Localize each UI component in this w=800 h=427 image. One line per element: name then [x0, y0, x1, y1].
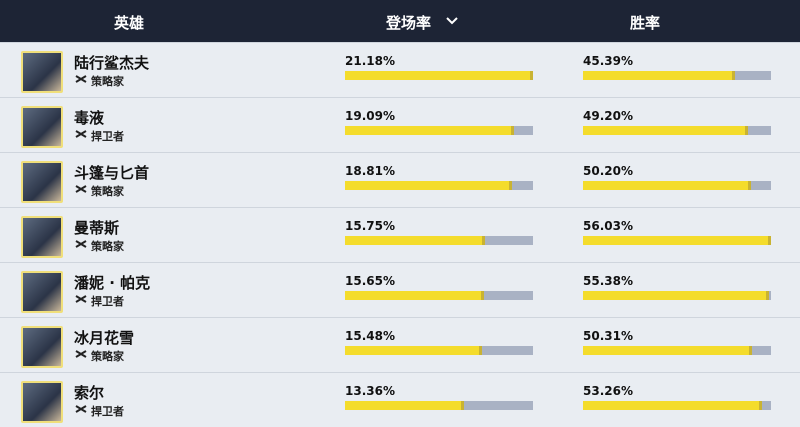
bar-track	[345, 181, 533, 190]
win-rate-label: 50.31%	[583, 329, 633, 343]
bar-track	[583, 71, 771, 80]
bar-track	[583, 346, 771, 355]
role-icon	[75, 240, 87, 248]
hero-name: 冰月花雪	[74, 329, 135, 347]
hero-role: 策略家	[91, 240, 124, 253]
win-rate-bar	[583, 346, 752, 355]
hero-row[interactable]: 斗篷与匕首策略家 18.81% 50.20%	[0, 152, 800, 207]
role-icon	[75, 130, 87, 138]
role-icon	[75, 185, 87, 193]
hero-avatar	[21, 326, 63, 368]
win-rate-label: 53.26%	[583, 384, 633, 398]
hero-name: 斗篷与匕首	[74, 164, 150, 182]
hero-name: 毒液	[74, 109, 105, 127]
pick-rate-bar	[345, 236, 485, 245]
pick-rate-label: 13.36%	[345, 384, 395, 398]
pick-rate-header[interactable]: 登场率	[386, 14, 432, 32]
pick-rate-bar	[345, 181, 512, 190]
win-rate-label: 50.20%	[583, 164, 633, 178]
pick-rate-bar	[345, 346, 483, 355]
pick-rate-bar	[345, 126, 515, 135]
win-rate-header[interactable]: 胜率	[630, 14, 661, 32]
hero-avatar	[21, 381, 63, 423]
pick-rate-label: 15.75%	[345, 219, 395, 233]
hero-name: 索尔	[74, 384, 105, 402]
hero-row[interactable]: 陆行鲨杰夫策略家 21.18% 45.39%	[0, 42, 800, 97]
sort-chevron[interactable]	[446, 17, 458, 25]
hero-row[interactable]: 毒液捍卫者 19.09% 49.20%	[0, 97, 800, 152]
hero-avatar	[21, 271, 63, 313]
hero-row[interactable]: 曼蒂斯策略家 15.75% 56.03%	[0, 207, 800, 262]
hero-header: 英雄	[114, 14, 145, 32]
pick-rate-label: 19.09%	[345, 109, 395, 123]
hero-avatar	[21, 161, 63, 203]
win-rate-bar	[583, 291, 769, 300]
pick-rate-bar	[345, 291, 484, 300]
hero-avatar	[21, 216, 63, 258]
win-rate-bar	[583, 236, 771, 245]
bar-track	[583, 181, 771, 190]
bar-track	[345, 401, 533, 410]
pick-rate-label: 15.65%	[345, 274, 395, 288]
win-rate-bar	[583, 126, 749, 135]
hero-row[interactable]: 索尔捍卫者 13.36% 53.26%	[0, 372, 800, 427]
hero-name: 潘妮 · 帕克	[74, 274, 151, 292]
pick-rate-label: 21.18%	[345, 54, 395, 68]
hero-role: 捍卫者	[91, 295, 124, 308]
table-header: 英雄 登场率 胜率	[0, 0, 800, 42]
win-rate-label: 56.03%	[583, 219, 633, 233]
bar-track	[583, 401, 771, 410]
win-rate-label: 45.39%	[583, 54, 633, 68]
hero-role: 捍卫者	[91, 405, 124, 418]
role-icon	[75, 350, 87, 358]
pick-rate-label: 18.81%	[345, 164, 395, 178]
win-rate-bar	[583, 181, 752, 190]
bar-track	[583, 236, 771, 245]
pick-rate-label: 15.48%	[345, 329, 395, 343]
bar-track	[345, 236, 533, 245]
pick-rate-bar	[345, 71, 533, 80]
hero-role: 策略家	[91, 350, 124, 363]
hero-role: 捍卫者	[91, 130, 124, 143]
role-icon	[75, 75, 87, 83]
hero-role: 策略家	[91, 185, 124, 198]
hero-name: 曼蒂斯	[74, 219, 120, 237]
win-rate-bar	[583, 71, 736, 80]
hero-row[interactable]: 冰月花雪策略家 15.48% 50.31%	[0, 317, 800, 372]
hero-avatar	[21, 51, 63, 93]
role-icon	[75, 405, 87, 413]
win-rate-bar	[583, 401, 762, 410]
hero-avatar	[21, 106, 63, 148]
role-icon	[75, 295, 87, 303]
win-rate-label: 49.20%	[583, 109, 633, 123]
hero-row[interactable]: 潘妮 · 帕克捍卫者 15.65% 55.38%	[0, 262, 800, 317]
hero-role: 策略家	[91, 75, 124, 88]
bar-track	[583, 291, 771, 300]
bar-track	[345, 346, 533, 355]
win-rate-label: 55.38%	[583, 274, 633, 288]
hero-name: 陆行鲨杰夫	[74, 54, 150, 72]
bar-track	[583, 126, 771, 135]
bar-track	[345, 291, 533, 300]
pick-rate-bar	[345, 401, 464, 410]
bar-track	[345, 71, 533, 80]
bar-track	[345, 126, 533, 135]
